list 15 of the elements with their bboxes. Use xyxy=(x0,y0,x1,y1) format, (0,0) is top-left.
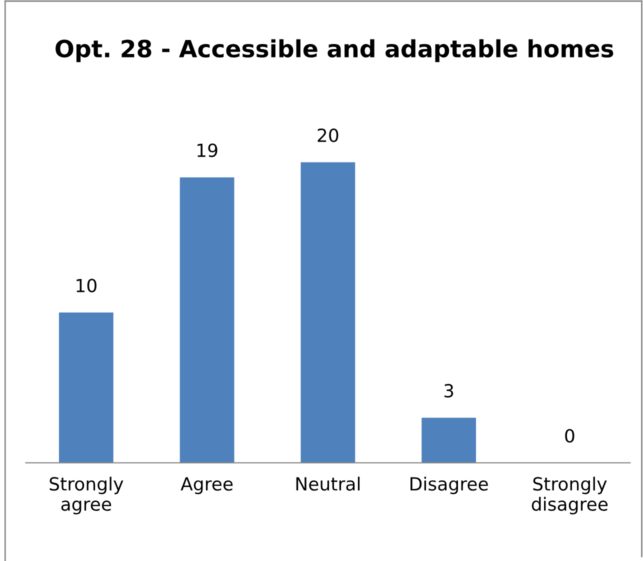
data-label: 10 xyxy=(76,278,96,292)
x-tick-label: Strongly agree xyxy=(50,476,124,514)
x-tick-label: Agree xyxy=(180,477,233,494)
x-tick-label: Strongly disagree xyxy=(532,476,608,514)
bar xyxy=(300,162,356,463)
x-tick-label: Neutral xyxy=(296,476,360,491)
data-label: 3 xyxy=(444,384,454,398)
bar xyxy=(58,312,114,463)
data-label: 0 xyxy=(565,429,574,443)
bar xyxy=(180,177,234,463)
data-label: 20 xyxy=(318,128,338,142)
data-label: 19 xyxy=(198,143,218,158)
x-tick-label: Disagree xyxy=(410,476,488,494)
chart-title: Opt. 28 - Accessible and adaptable homes xyxy=(56,39,614,62)
bar xyxy=(422,418,476,463)
